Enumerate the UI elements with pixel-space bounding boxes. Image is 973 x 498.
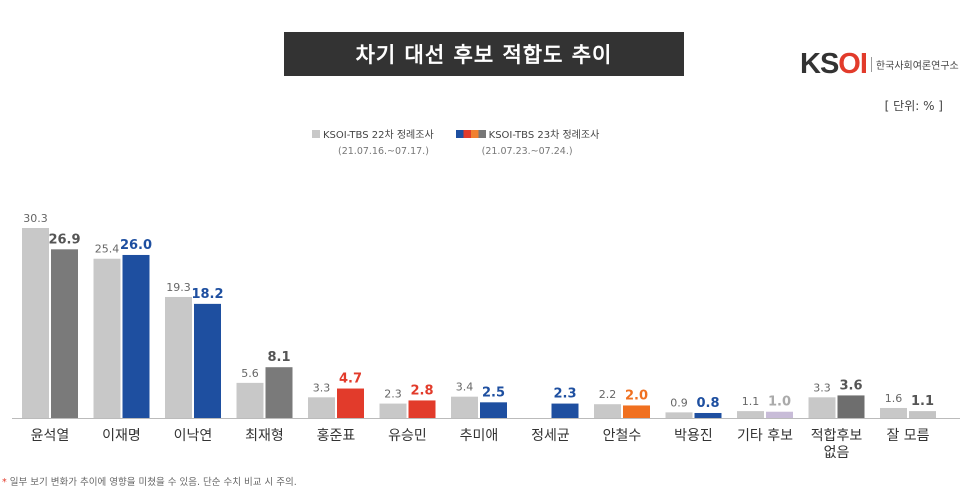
bar-22-2 [165, 296, 192, 418]
bar-22-8 [594, 404, 621, 418]
bar-23-7 [551, 403, 579, 418]
data-label-22-3: 5.6 [241, 367, 259, 380]
category-label-3: 최재형 [245, 428, 284, 444]
bar-22-9 [665, 412, 693, 418]
data-label-22-12: 1.6 [885, 392, 903, 405]
bar-23-5 [408, 400, 436, 418]
bar-22-5 [379, 403, 407, 418]
data-label-22-2: 19.3 [166, 281, 191, 294]
legend-item-22: KSOI-TBS 22차 정례조사 (21.07.16.~07.17.) [312, 126, 434, 157]
bar-23-3 [265, 367, 293, 418]
data-label-23-3: 8.1 [267, 350, 290, 365]
bar-23-8 [623, 405, 650, 418]
legend-label-22: KSOI-TBS 22차 정례조사 [323, 130, 434, 141]
legend-date-23: (21.07.23.~07.24.) [481, 146, 573, 157]
data-label-23-5: 2.8 [410, 383, 433, 398]
category-label-11: 적합후보 없음 [811, 428, 863, 461]
bar-23-9 [694, 412, 722, 418]
chart-legend: KSOI-TBS 22차 정례조사 (21.07.16.~07.17.) KSO… [312, 126, 599, 157]
bar-23-12 [909, 411, 936, 418]
data-label-22-5: 2.3 [384, 388, 402, 401]
bar-22-12 [880, 407, 907, 418]
category-label-8: 안철수 [603, 428, 642, 444]
category-label-4: 홍준표 [317, 428, 356, 444]
unit-label: [ 단위: % ] [884, 99, 943, 113]
category-label-0: 윤석열 [31, 428, 70, 444]
bar-22-11 [808, 397, 836, 418]
legend-item-23: KSOI-TBS 23차 정례조사 (21.07.23.~07.24.) [455, 126, 600, 157]
legend-swatch-gray [312, 129, 320, 138]
ksoi-logo: KSOI 한국사회여론연구소 [800, 50, 959, 79]
data-label-23-7: 2.3 [553, 387, 576, 402]
category-label-1: 이재명 [102, 428, 141, 444]
data-label-23-12: 1.1 [911, 394, 934, 409]
data-label-23-8: 2.0 [625, 388, 648, 403]
data-label-23-4: 4.7 [339, 372, 362, 387]
category-label-9: 박용진 [674, 428, 713, 444]
category-label-12: 잘 모름 [886, 428, 929, 444]
bar-23-0 [51, 249, 78, 418]
data-label-22-4: 3.3 [313, 381, 331, 394]
footnote: * 일부 보기 변화가 추이에 영향을 미쳤을 수 있음. 단순 수치 비교 시… [2, 474, 297, 488]
data-label-23-10: 1.0 [768, 395, 791, 410]
logo-mark-text: KSOI [800, 48, 868, 80]
data-label-22-0: 30.3 [23, 212, 48, 225]
data-label-22-6: 3.4 [456, 381, 474, 394]
legend-date-22: (21.07.16.~07.17.) [338, 146, 429, 157]
category-label-10: 기타 후보 [737, 428, 793, 444]
data-label-23-9: 0.8 [696, 396, 719, 411]
category-label-5: 유승민 [388, 428, 427, 444]
data-label-22-10: 1.1 [742, 395, 760, 408]
bar-23-6 [480, 402, 507, 418]
data-label-23-6: 2.5 [482, 385, 505, 400]
bar-22-1 [93, 258, 121, 418]
data-label-22-9: 0.9 [670, 396, 688, 409]
data-label-23-11: 3.6 [839, 378, 862, 393]
data-label-22-11: 3.3 [813, 381, 831, 394]
data-label-23-2: 18.2 [191, 287, 223, 302]
data-label-23-1: 26.0 [120, 238, 152, 253]
category-label-7: 정세균 [531, 428, 570, 444]
data-label-22-1: 25.4 [95, 243, 120, 256]
category-label-6: 추미애 [460, 428, 499, 444]
bar-23-1 [122, 254, 150, 418]
category-label-2: 이낙연 [174, 428, 213, 444]
chart-title: 차기 대선 후보 적합도 추이 [284, 32, 684, 76]
bar-22-0 [22, 228, 49, 418]
data-label-23-0: 26.9 [48, 232, 80, 247]
footnote-star: * [2, 477, 7, 488]
legend-swatch-multicolor [455, 129, 486, 138]
bar-22-10 [737, 411, 764, 418]
logo-mark: KSOI [800, 48, 868, 80]
bar-22-3 [236, 382, 264, 418]
bar-22-6 [451, 396, 478, 418]
data-label-22-8: 2.2 [599, 388, 617, 401]
bar-23-10 [766, 411, 793, 418]
bar-22-4 [308, 397, 335, 418]
logo-subtitle: 한국사회여론연구소 [870, 57, 959, 72]
footnote-text: 일부 보기 변화가 추이에 영향을 미쳤을 수 있음. 단순 수치 비교 시 주… [9, 477, 297, 488]
legend-label-23: KSOI-TBS 23차 정례조사 [488, 130, 600, 141]
bar-23-4 [337, 388, 364, 418]
bar-23-2 [194, 303, 221, 418]
bar-23-11 [837, 395, 865, 418]
